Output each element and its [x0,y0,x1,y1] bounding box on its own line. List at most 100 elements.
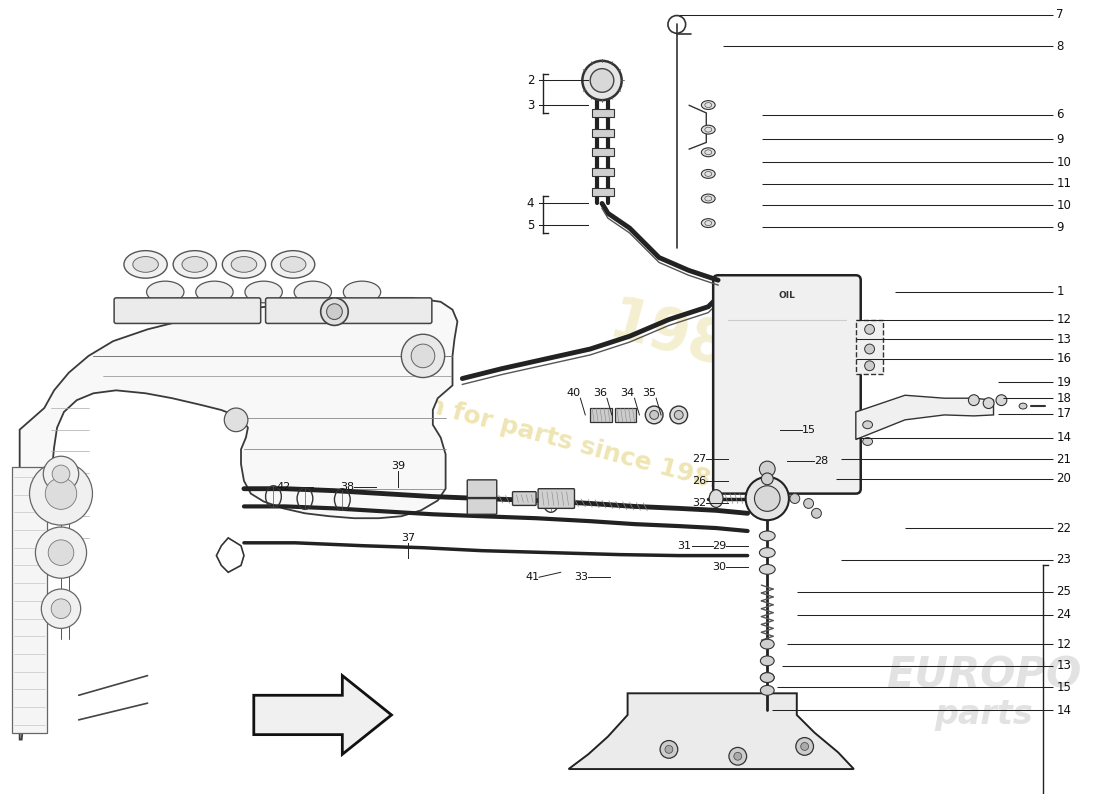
Polygon shape [856,395,993,439]
Text: 29: 29 [712,541,726,550]
Ellipse shape [702,101,715,110]
Text: 15: 15 [802,425,816,434]
Ellipse shape [222,250,265,278]
Circle shape [582,61,621,100]
Text: 3: 3 [527,98,535,111]
Circle shape [30,462,92,525]
Circle shape [801,742,808,750]
Ellipse shape [124,250,167,278]
Text: 41: 41 [525,572,539,582]
Ellipse shape [702,126,715,134]
Circle shape [812,508,822,518]
Text: 42: 42 [277,482,292,492]
Bar [592,188,614,195]
Text: 14: 14 [1056,431,1071,444]
Text: 1: 1 [1056,286,1064,298]
Ellipse shape [146,281,184,302]
Circle shape [411,344,434,368]
Circle shape [35,527,87,578]
Ellipse shape [759,548,775,558]
Text: 22: 22 [1056,522,1071,534]
Circle shape [865,344,874,354]
Ellipse shape [862,421,872,429]
Text: 35: 35 [642,388,656,398]
Ellipse shape [646,406,663,424]
Ellipse shape [182,257,208,272]
Bar [856,319,883,374]
Text: 12: 12 [1056,638,1071,650]
Text: 11: 11 [1056,178,1071,190]
Ellipse shape [759,565,775,574]
Circle shape [795,738,814,755]
Ellipse shape [343,281,381,302]
Circle shape [42,589,80,628]
Circle shape [729,747,747,765]
Text: 34: 34 [620,388,635,398]
Text: 40: 40 [566,388,581,398]
Ellipse shape [173,250,217,278]
Circle shape [865,325,874,334]
Text: 7: 7 [1056,8,1064,21]
Circle shape [755,486,780,511]
Circle shape [666,746,673,754]
Text: 17: 17 [1056,407,1071,421]
Ellipse shape [196,281,233,302]
Circle shape [224,408,248,432]
Text: 4: 4 [527,197,535,210]
Ellipse shape [760,673,774,682]
Text: 24: 24 [1056,608,1071,621]
Circle shape [52,465,69,483]
Text: 10: 10 [1056,156,1071,169]
Text: 33: 33 [574,572,589,582]
Bar [592,129,614,137]
Ellipse shape [670,406,688,424]
Text: 9: 9 [1056,133,1064,146]
Text: 23: 23 [1056,553,1071,566]
Bar [592,109,614,117]
Text: 10: 10 [1056,199,1071,212]
Polygon shape [20,298,458,739]
Circle shape [402,334,444,378]
Text: 36: 36 [593,388,607,398]
Text: 14: 14 [1056,703,1071,717]
Bar [591,408,612,422]
FancyBboxPatch shape [713,275,860,494]
Ellipse shape [760,673,774,682]
Text: 26: 26 [692,476,706,486]
Circle shape [865,361,874,370]
Text: 6: 6 [1056,108,1064,122]
Ellipse shape [760,686,774,695]
Text: 18: 18 [1056,392,1071,405]
Bar [592,148,614,156]
Ellipse shape [231,257,256,272]
Text: 38: 38 [340,482,354,492]
Circle shape [52,599,70,618]
Ellipse shape [650,410,659,419]
Text: OIL: OIL [779,291,795,300]
Text: 27: 27 [692,454,706,464]
Circle shape [660,741,678,758]
FancyBboxPatch shape [513,492,536,506]
Text: 13: 13 [1056,659,1071,672]
Circle shape [804,498,814,508]
Text: 15: 15 [1056,681,1071,694]
Ellipse shape [702,194,715,203]
Text: 8: 8 [1056,39,1064,53]
Text: 9: 9 [1056,221,1064,234]
Text: 31: 31 [678,541,692,550]
Polygon shape [569,694,854,769]
Ellipse shape [133,257,158,272]
Text: 37: 37 [402,533,416,543]
Polygon shape [254,676,392,754]
Ellipse shape [1019,403,1027,409]
Ellipse shape [983,398,994,409]
FancyBboxPatch shape [468,498,497,514]
Circle shape [327,304,342,319]
Ellipse shape [272,250,315,278]
Text: 2: 2 [527,74,535,87]
FancyBboxPatch shape [468,480,497,498]
Text: 12: 12 [1056,313,1071,326]
Circle shape [48,540,74,566]
Text: parts: parts [934,698,1033,731]
Text: 19: 19 [1056,376,1071,389]
